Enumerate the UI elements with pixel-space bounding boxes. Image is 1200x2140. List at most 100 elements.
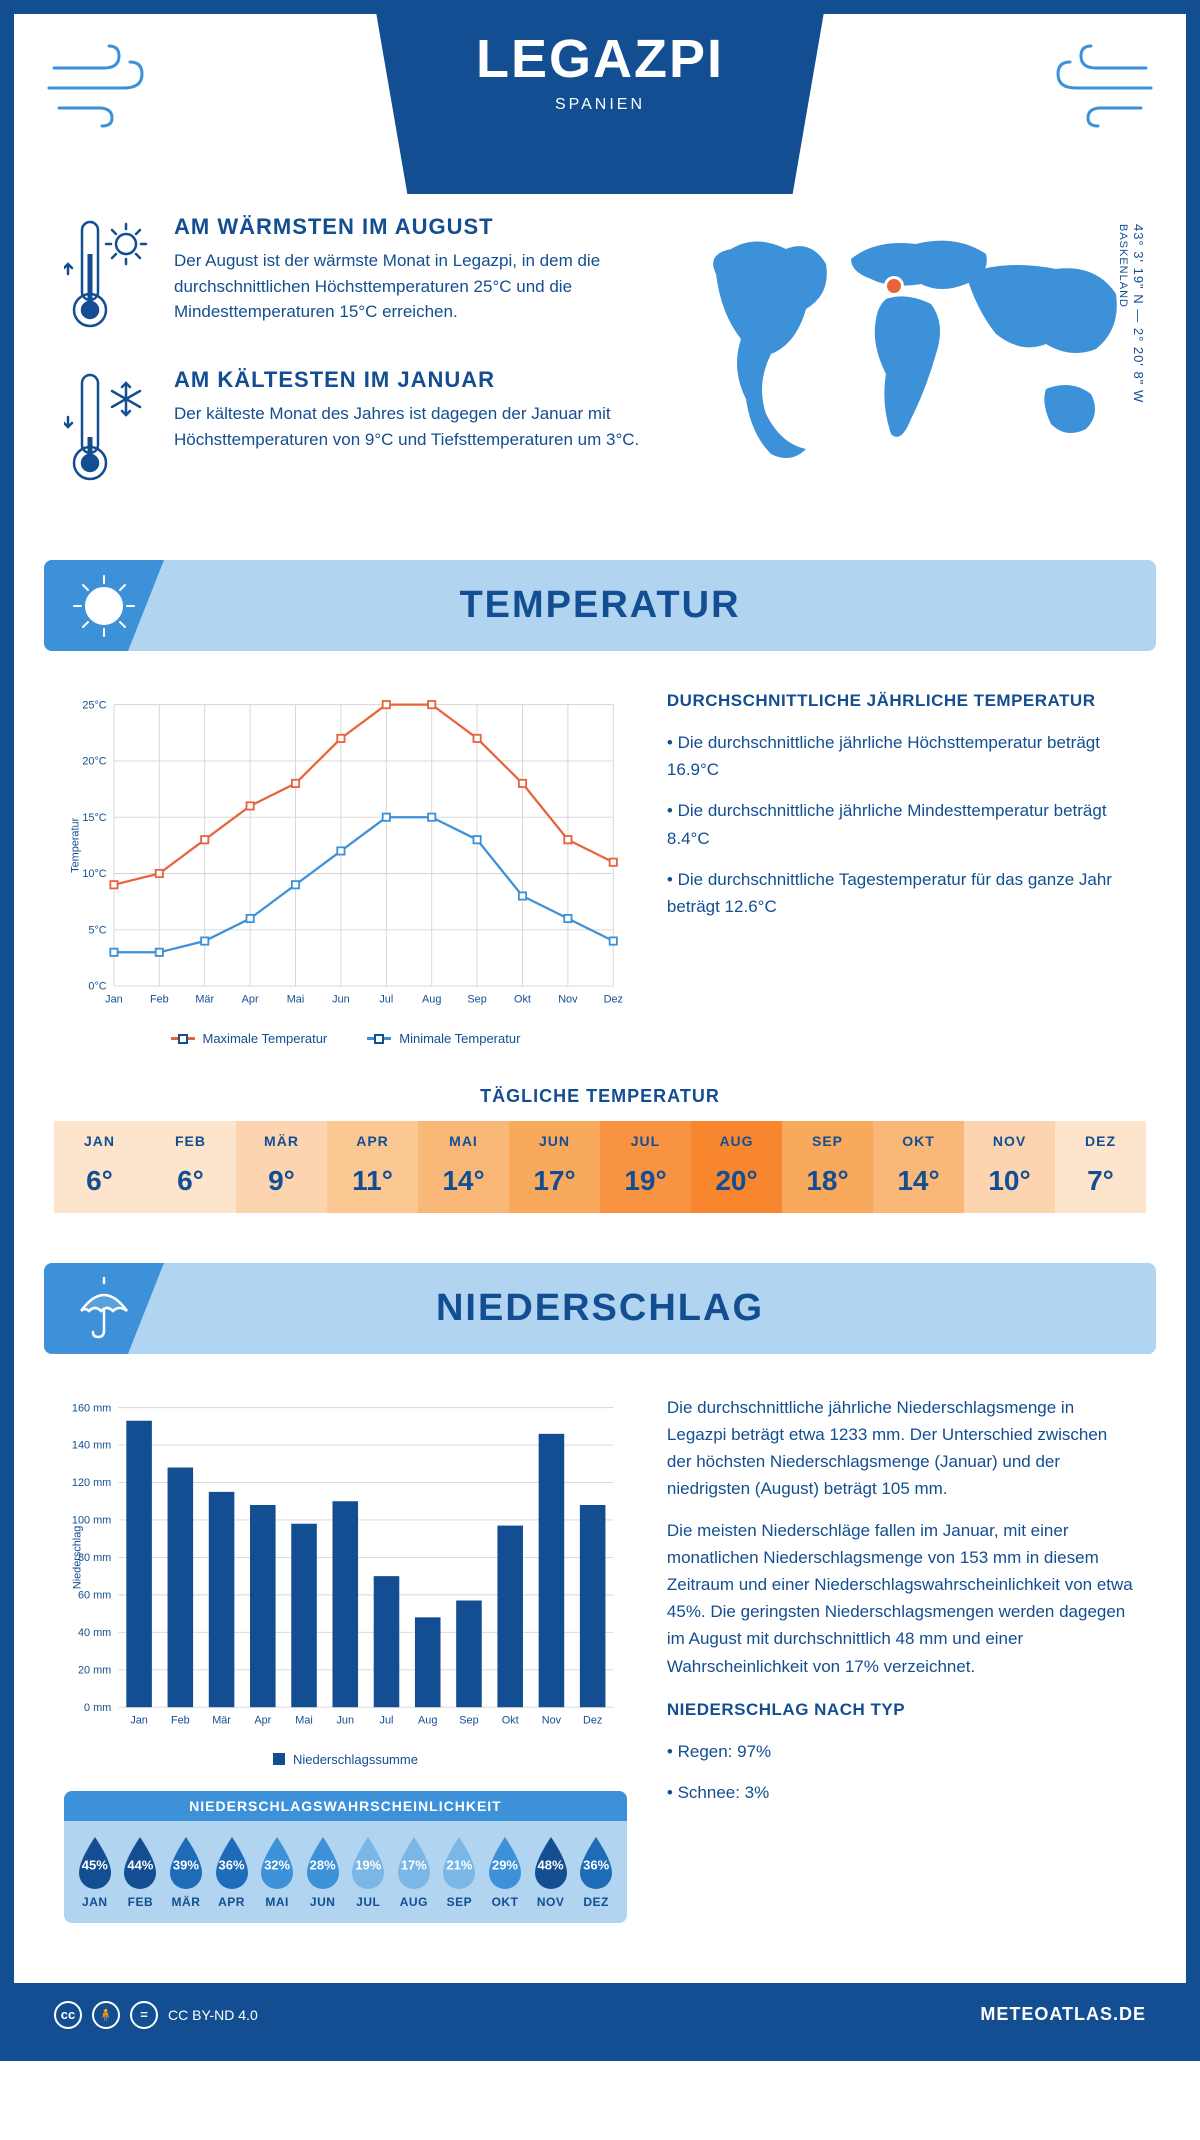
- info-bullet: • Die durchschnittliche Tagestemperatur …: [667, 866, 1136, 920]
- temp-cell: SEP18°: [782, 1121, 873, 1213]
- prob-title: NIEDERSCHLAGSWAHRSCHEINLICHKEIT: [64, 1791, 627, 1821]
- drop-cell: 36% APR: [209, 1835, 255, 1909]
- section-title: NIEDERSCHLAG: [44, 1287, 1156, 1330]
- temp-cell: JUL19°: [600, 1121, 691, 1213]
- svg-text:120 mm: 120 mm: [72, 1477, 111, 1489]
- svg-text:Dez: Dez: [583, 1714, 602, 1726]
- svg-text:Niederschlag: Niederschlag: [71, 1526, 83, 1589]
- footer: cc 🧍 = CC BY-ND 4.0 METEOATLAS.DE: [14, 1983, 1186, 2047]
- svg-text:10°C: 10°C: [82, 868, 106, 880]
- drop-cell: 44% FEB: [118, 1835, 164, 1909]
- drop-cell: 39% MÄR: [163, 1835, 209, 1909]
- raindrop-icon: 44%: [118, 1835, 162, 1889]
- svg-text:Mär: Mär: [195, 993, 214, 1005]
- svg-text:140 mm: 140 mm: [72, 1440, 111, 1452]
- fact-title: AM KÄLTESTEN IM JANUAR: [174, 367, 646, 393]
- info-bullet: • Schnee: 3%: [667, 1779, 1136, 1806]
- wind-icon: [1036, 38, 1156, 128]
- drop-cell: 19% JUL: [345, 1835, 391, 1909]
- drop-cell: 28% JUN: [300, 1835, 346, 1909]
- thermometer-sun-icon: [64, 214, 154, 339]
- svg-text:Okt: Okt: [514, 993, 531, 1005]
- license-text: CC BY-ND 4.0: [168, 2007, 258, 2023]
- chart-legend: Maximale Temperatur Minimale Temperatur: [64, 1031, 627, 1046]
- temp-cell: JAN6°: [54, 1121, 145, 1213]
- temp-cell: JUN17°: [509, 1121, 600, 1213]
- raindrop-icon: 29%: [483, 1835, 527, 1889]
- svg-text:0°C: 0°C: [88, 981, 106, 993]
- precipitation-info: Die durchschnittliche jährliche Niedersc…: [667, 1394, 1136, 1923]
- raindrop-icon: 48%: [529, 1835, 573, 1889]
- chart-legend: Niederschlagssumme: [64, 1752, 627, 1767]
- world-map: 43° 3' 19" N — 2° 20' 8" W BASKENLAND: [676, 214, 1136, 520]
- precipitation-bar-chart: 0 mm20 mm40 mm60 mm80 mm100 mm120 mm140 …: [64, 1394, 627, 1923]
- raindrop-icon: 17%: [392, 1835, 436, 1889]
- drop-cell: 45% JAN: [72, 1835, 118, 1909]
- daily-temp-table: JAN6°FEB6°MÄR9°APR11°MAI14°JUN17°JUL19°A…: [54, 1121, 1146, 1213]
- temperature-info: DURCHSCHNITTLICHE JÄHRLICHE TEMPERATUR •…: [667, 691, 1136, 1046]
- city-title: LEGAZPI: [476, 28, 724, 90]
- raindrop-icon: 36%: [574, 1835, 618, 1889]
- svg-text:Aug: Aug: [422, 993, 441, 1005]
- svg-text:Jul: Jul: [379, 993, 393, 1005]
- country-subtitle: SPANIEN: [476, 96, 724, 114]
- raindrop-icon: 39%: [164, 1835, 208, 1889]
- daily-temp-title: TÄGLICHE TEMPERATUR: [14, 1086, 1186, 1107]
- umbrella-icon: [44, 1263, 164, 1354]
- svg-text:160 mm: 160 mm: [72, 1402, 111, 1414]
- drop-cell: 21% SEP: [437, 1835, 483, 1909]
- svg-text:100 mm: 100 mm: [72, 1514, 111, 1526]
- temp-cell: NOV10°: [964, 1121, 1055, 1213]
- fact-title: AM WÄRMSTEN IM AUGUST: [174, 214, 646, 240]
- svg-text:25°C: 25°C: [82, 699, 106, 711]
- svg-text:Apr: Apr: [254, 1714, 271, 1726]
- temperature-heading: TEMPERATUR: [44, 560, 1156, 651]
- temp-cell: MÄR9°: [236, 1121, 327, 1213]
- raindrop-icon: 32%: [255, 1835, 299, 1889]
- fact-text: Der August ist der wärmste Monat in Lega…: [174, 248, 646, 325]
- drop-cell: 36% DEZ: [573, 1835, 619, 1909]
- header: LEGAZPI SPANIEN: [14, 14, 1186, 194]
- cc-icon: cc: [54, 2001, 82, 2029]
- raindrop-icon: 45%: [73, 1835, 117, 1889]
- svg-text:20°C: 20°C: [82, 756, 106, 768]
- svg-text:Jan: Jan: [130, 1714, 148, 1726]
- temp-cell: APR11°: [327, 1121, 418, 1213]
- svg-text:Jun: Jun: [332, 993, 350, 1005]
- raindrop-icon: 19%: [346, 1835, 390, 1889]
- svg-text:Mai: Mai: [295, 1714, 313, 1726]
- svg-text:Jul: Jul: [380, 1714, 394, 1726]
- temp-cell: OKT14°: [873, 1121, 964, 1213]
- title-banner: LEGAZPI SPANIEN: [376, 12, 824, 194]
- svg-text:Apr: Apr: [242, 993, 259, 1005]
- intro-section: AM WÄRMSTEN IM AUGUST Der August ist der…: [14, 194, 1186, 560]
- svg-text:Sep: Sep: [459, 1714, 478, 1726]
- temp-cell: DEZ7°: [1055, 1121, 1146, 1213]
- precipitation-probability-box: NIEDERSCHLAGSWAHRSCHEINLICHKEIT 45% JAN …: [64, 1791, 627, 1923]
- svg-text:Okt: Okt: [502, 1714, 519, 1726]
- by-icon: 🧍: [92, 2001, 120, 2029]
- sun-icon: [44, 560, 164, 651]
- svg-text:Sep: Sep: [467, 993, 486, 1005]
- temp-cell: AUG20°: [691, 1121, 782, 1213]
- svg-text:Nov: Nov: [558, 993, 578, 1005]
- svg-text:Mär: Mär: [212, 1714, 231, 1726]
- warmest-fact: AM WÄRMSTEN IM AUGUST Der August ist der…: [64, 214, 646, 339]
- svg-text:Jan: Jan: [105, 993, 123, 1005]
- svg-text:Feb: Feb: [171, 1714, 190, 1726]
- info-bullet: • Regen: 97%: [667, 1738, 1136, 1765]
- coordinates-label: 43° 3' 19" N — 2° 20' 8" W BASKENLAND: [1116, 224, 1146, 403]
- raindrop-icon: 21%: [437, 1835, 481, 1889]
- site-name: METEOATLAS.DE: [980, 2004, 1146, 2025]
- info-bullet: • Die durchschnittliche jährliche Höchst…: [667, 729, 1136, 783]
- svg-text:0 mm: 0 mm: [84, 1702, 111, 1714]
- temp-cell: FEB6°: [145, 1121, 236, 1213]
- svg-text:5°C: 5°C: [88, 924, 106, 936]
- svg-text:40 mm: 40 mm: [78, 1627, 111, 1639]
- drop-cell: 29% OKT: [482, 1835, 528, 1909]
- drop-cell: 17% AUG: [391, 1835, 437, 1909]
- precip-text: Die meisten Niederschläge fallen im Janu…: [667, 1517, 1136, 1680]
- precip-text: Die durchschnittliche jährliche Niedersc…: [667, 1394, 1136, 1503]
- raindrop-icon: 36%: [210, 1835, 254, 1889]
- section-title: TEMPERATUR: [44, 584, 1156, 627]
